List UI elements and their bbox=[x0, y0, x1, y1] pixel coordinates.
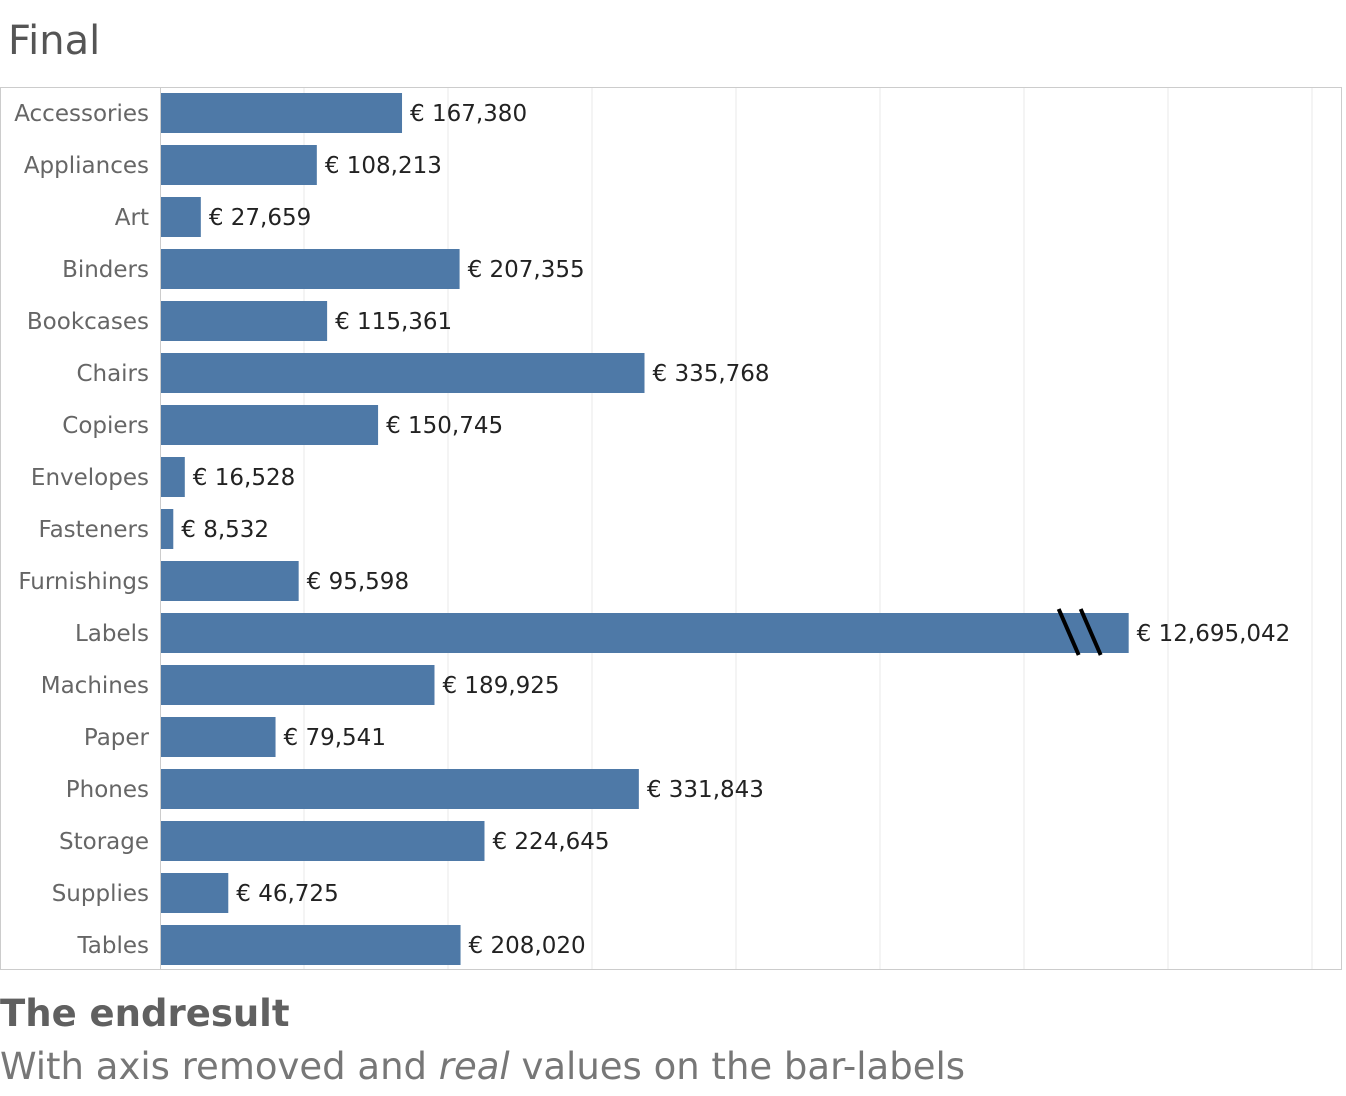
bar-value-label: € 331,843 bbox=[647, 777, 764, 803]
bar-labels bbox=[161, 613, 1129, 653]
bar-envelopes bbox=[161, 457, 185, 497]
bar-value-label: € 208,020 bbox=[469, 933, 586, 959]
bar-value-label: € 335,768 bbox=[653, 361, 770, 387]
bar-furnishings bbox=[161, 561, 299, 601]
caption-subtitle-start: With axis removed and bbox=[0, 1045, 439, 1088]
category-label: Art bbox=[115, 205, 149, 231]
category-label: Supplies bbox=[52, 881, 149, 907]
bars bbox=[161, 93, 1129, 965]
category-label: Storage bbox=[59, 829, 149, 855]
bar-storage bbox=[161, 821, 485, 861]
bar-value-label: € 115,361 bbox=[335, 309, 452, 335]
bar-bookcases bbox=[161, 301, 328, 341]
caption-heading: The endresult bbox=[0, 992, 290, 1035]
bar-appliances bbox=[161, 145, 317, 185]
bar-value-label: € 207,355 bbox=[468, 257, 585, 283]
category-label: Paper bbox=[84, 725, 150, 751]
category-label: Labels bbox=[75, 621, 149, 647]
caption-subtitle-end: values on the bar-labels bbox=[509, 1045, 966, 1088]
bar-chart: Accessories € 167,380 Appliances € 108,213 A… bbox=[0, 87, 1342, 970]
labels: Accessories € 167,380 Appliances € 108,213 A… bbox=[14, 101, 1290, 959]
caption-subtitle-emphasis: real bbox=[438, 1045, 510, 1088]
category-label: Copiers bbox=[62, 413, 149, 439]
axis-break-mark bbox=[1056, 608, 1081, 656]
category-label: Appliances bbox=[24, 153, 149, 179]
category-label: Chairs bbox=[76, 361, 149, 387]
category-label: Bookcases bbox=[27, 309, 149, 335]
category-label: Accessories bbox=[14, 101, 149, 127]
bar-value-label: € 224,645 bbox=[492, 829, 609, 855]
plot-frame bbox=[0, 87, 1342, 970]
bar-art bbox=[161, 197, 201, 237]
bar-machines bbox=[161, 665, 435, 705]
bar-value-label: € 16,528 bbox=[193, 465, 295, 491]
category-label: Phones bbox=[66, 777, 149, 803]
bar-fasteners bbox=[161, 509, 174, 549]
bar-value-label: € 8,532 bbox=[181, 517, 269, 543]
bar-tables bbox=[161, 925, 461, 965]
bar-value-label: € 150,745 bbox=[386, 413, 503, 439]
bar-phones bbox=[161, 769, 639, 809]
bar-value-label: € 108,213 bbox=[325, 153, 442, 179]
bar-value-label: € 189,925 bbox=[442, 673, 559, 699]
page-title: Final bbox=[8, 18, 101, 64]
category-label: Machines bbox=[41, 673, 149, 699]
category-label: Fasteners bbox=[38, 517, 149, 543]
axis-break-mark bbox=[1078, 608, 1103, 656]
grid-lines bbox=[303, 87, 1313, 969]
category-label: Furnishings bbox=[18, 569, 149, 595]
bar-value-label: € 95,598 bbox=[307, 569, 409, 595]
bar-supplies bbox=[161, 873, 229, 913]
bar-value-label: € 79,541 bbox=[284, 725, 386, 751]
category-label: Binders bbox=[62, 257, 149, 283]
bar-value-label: € 167,380 bbox=[410, 101, 527, 127]
bar-paper bbox=[161, 717, 276, 757]
bar-accessories bbox=[161, 93, 403, 133]
category-label: Tables bbox=[77, 933, 149, 959]
category-label: Envelopes bbox=[31, 465, 149, 491]
bar-value-label: € 27,659 bbox=[209, 205, 311, 231]
bar-copiers bbox=[161, 405, 379, 445]
bar-value-label: € 46,725 bbox=[236, 881, 338, 907]
bar-chairs bbox=[161, 353, 645, 393]
bar-binders bbox=[161, 249, 460, 289]
bar-value-label: € 12,695,042 bbox=[1137, 621, 1291, 647]
caption-subtitle: With axis removed and real values on the… bbox=[0, 1045, 965, 1088]
